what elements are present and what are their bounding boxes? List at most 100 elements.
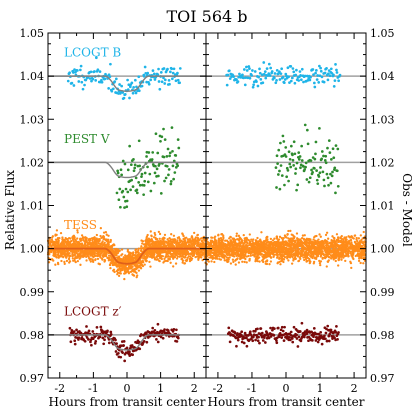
data-point (313, 81, 316, 85)
data-point (167, 173, 170, 177)
data-point (172, 328, 176, 331)
data-point (142, 340, 146, 343)
data-point (99, 234, 102, 238)
data-point (154, 233, 157, 236)
data-point (174, 154, 178, 157)
data-point (153, 171, 157, 175)
data-point (244, 257, 247, 261)
data-point (137, 181, 141, 184)
data-point (80, 248, 84, 252)
data-point (238, 72, 241, 76)
data-point (100, 236, 103, 240)
data-point (286, 232, 289, 236)
data-point (300, 67, 304, 71)
data-point (76, 69, 79, 72)
data-point (149, 230, 152, 233)
data-point (119, 355, 123, 359)
data-point (335, 169, 339, 173)
data-point (298, 155, 302, 158)
data-point (174, 251, 178, 255)
data-point (70, 81, 74, 85)
data-point (80, 245, 84, 248)
data-point (79, 245, 82, 249)
data-point (123, 93, 127, 96)
panel-data-with-model (46, 56, 208, 363)
data-point (128, 96, 131, 100)
data-point (289, 144, 293, 148)
data-point (122, 96, 126, 100)
data-point (300, 144, 303, 148)
data-point (180, 257, 183, 261)
series-points-0 (66, 56, 182, 101)
data-point (158, 232, 162, 236)
data-point (320, 75, 324, 79)
data-point (315, 169, 318, 172)
panel-residuals (204, 61, 367, 348)
data-point (141, 242, 144, 245)
data-point (182, 249, 185, 252)
data-point (229, 235, 232, 239)
data-point (187, 252, 190, 256)
data-point (96, 250, 99, 253)
data-point (319, 235, 322, 238)
data-point (236, 257, 239, 260)
data-point (137, 266, 141, 269)
data-point (68, 261, 71, 264)
data-point (260, 252, 264, 256)
data-point (284, 155, 288, 158)
data-point (148, 240, 152, 243)
data-point (296, 239, 300, 243)
data-point (279, 263, 282, 266)
data-point (103, 242, 106, 245)
data-point (89, 254, 92, 257)
data-point (248, 76, 252, 80)
data-point (103, 244, 106, 247)
data-point (273, 72, 277, 75)
data-point (190, 235, 194, 238)
data-point (94, 258, 97, 261)
data-point (301, 234, 305, 237)
data-point (69, 254, 72, 257)
data-point (169, 70, 172, 74)
data-point (265, 241, 268, 245)
data-point (242, 256, 245, 259)
data-point (140, 172, 144, 176)
data-point (120, 267, 123, 270)
data-point (280, 67, 284, 71)
data-point (108, 246, 112, 249)
data-point (254, 253, 257, 256)
data-point (125, 346, 129, 350)
data-point (263, 70, 267, 74)
data-point (126, 250, 129, 253)
data-point (154, 132, 158, 136)
data-point (118, 83, 121, 86)
data-point (149, 245, 152, 248)
data-point (331, 254, 334, 257)
data-point (127, 272, 131, 275)
data-point (133, 78, 137, 82)
data-point (337, 264, 340, 267)
data-point (311, 68, 315, 71)
data-point (152, 181, 156, 185)
data-point (85, 240, 88, 244)
data-point (331, 147, 335, 151)
data-point (291, 158, 295, 162)
data-point (172, 177, 175, 181)
data-point (278, 260, 281, 264)
data-point (316, 74, 320, 77)
data-point (310, 168, 313, 172)
data-point (233, 240, 237, 243)
data-point (137, 251, 140, 255)
data-point (174, 79, 178, 83)
data-point (155, 242, 158, 246)
data-point (321, 243, 325, 246)
data-point (305, 178, 309, 181)
data-point (75, 240, 78, 243)
data-point (73, 339, 77, 343)
data-point (268, 74, 272, 77)
data-point (109, 330, 113, 334)
data-point (265, 67, 269, 71)
data-point (295, 250, 298, 253)
data-point (344, 251, 347, 254)
data-point (63, 249, 66, 252)
